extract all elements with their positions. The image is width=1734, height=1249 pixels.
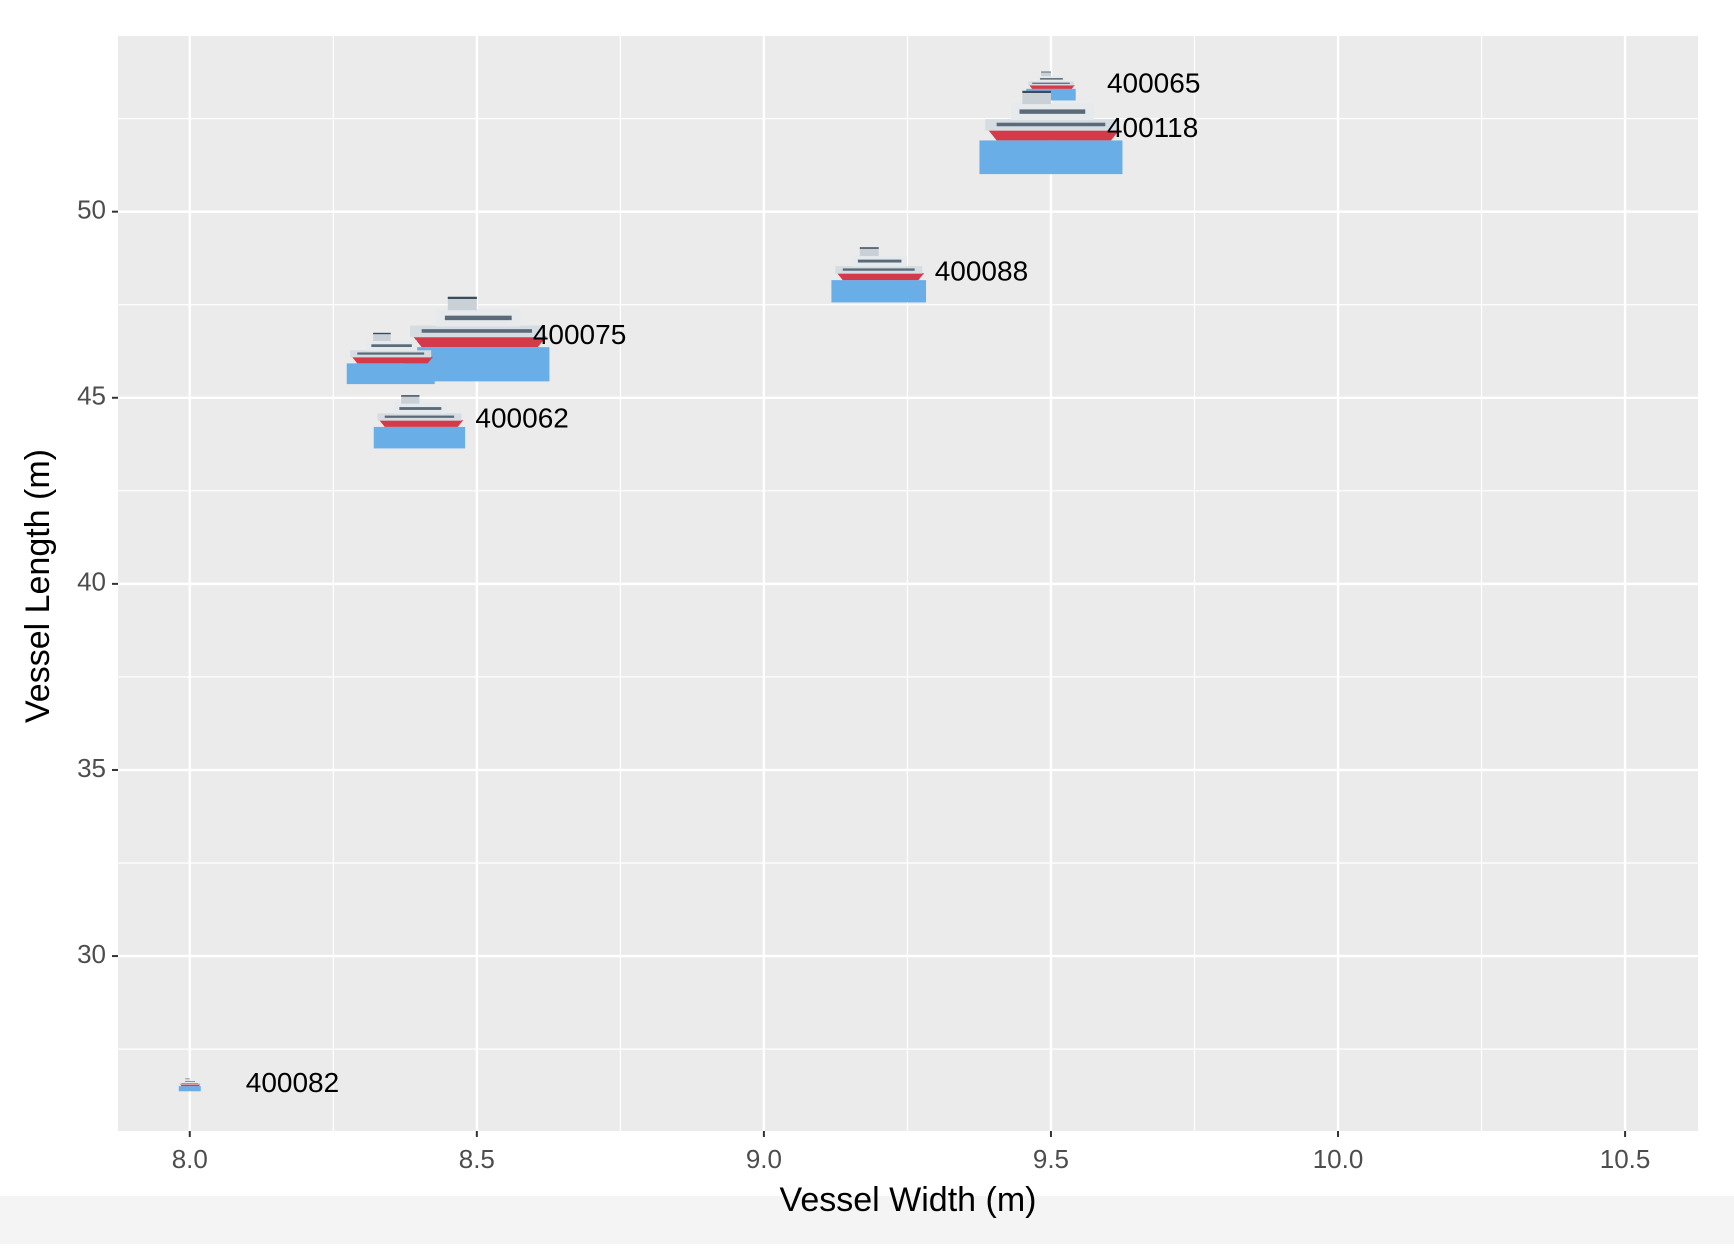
ship-base xyxy=(179,1086,201,1091)
point-label: 400118 xyxy=(1107,112,1198,143)
x-tick-label: 8.5 xyxy=(459,1144,495,1174)
ship-windows xyxy=(858,260,902,263)
ship-hull xyxy=(379,420,463,427)
ship-windows xyxy=(385,416,454,418)
x-tick-label: 9.0 xyxy=(746,1144,782,1174)
ship-windows xyxy=(357,352,424,354)
ship-bridge-roof xyxy=(373,333,391,334)
point-label: 400065 xyxy=(1107,68,1200,99)
ship-windows xyxy=(1019,109,1085,113)
ship-windows xyxy=(445,316,512,321)
ship-bridge-roof xyxy=(1022,91,1051,93)
ship-bridge-roof xyxy=(401,395,419,396)
point-label: 400062 xyxy=(475,402,568,433)
ship-hull xyxy=(413,336,547,347)
ship-bridge-roof xyxy=(860,247,879,248)
ship-windows xyxy=(843,268,915,270)
x-tick-label: 9.5 xyxy=(1033,1144,1069,1174)
y-tick-label: 45 xyxy=(77,381,106,411)
x-tick-label: 10.5 xyxy=(1600,1144,1651,1174)
point-label: 400088 xyxy=(935,255,1028,286)
ship-windows xyxy=(185,1081,195,1082)
y-tick-label: 30 xyxy=(77,939,106,969)
ship-windows xyxy=(371,344,411,347)
ship-windows xyxy=(422,329,532,333)
ship-base xyxy=(979,140,1122,174)
ship-hull xyxy=(988,130,1120,141)
ship-windows xyxy=(181,1083,198,1084)
ship-bridge-roof xyxy=(1041,72,1051,73)
ship-windows xyxy=(399,407,441,410)
x-tick-label: 10.0 xyxy=(1313,1144,1364,1174)
ship-base xyxy=(831,280,926,302)
y-tick-label: 35 xyxy=(77,753,106,783)
ship-base xyxy=(347,363,435,384)
ship-windows xyxy=(1040,78,1063,80)
ship-windows xyxy=(1032,83,1070,84)
ship-windows xyxy=(997,123,1106,127)
point-label: 400075 xyxy=(533,319,626,350)
y-tick-label: 50 xyxy=(77,195,106,225)
ship-hull xyxy=(180,1084,200,1086)
y-tick-label: 40 xyxy=(77,567,106,597)
ship-hull xyxy=(1029,85,1075,89)
x-tick-label: 8.0 xyxy=(172,1144,208,1174)
ship-bridge-roof xyxy=(448,297,477,299)
x-axis-title: Vessel Width (m) xyxy=(780,1181,1037,1219)
y-axis-title: Vessel Length (m) xyxy=(19,449,57,723)
ship-hull xyxy=(837,273,924,280)
point-label: 400082 xyxy=(246,1067,339,1098)
ship-base xyxy=(374,427,465,449)
ship-hull xyxy=(352,357,433,364)
